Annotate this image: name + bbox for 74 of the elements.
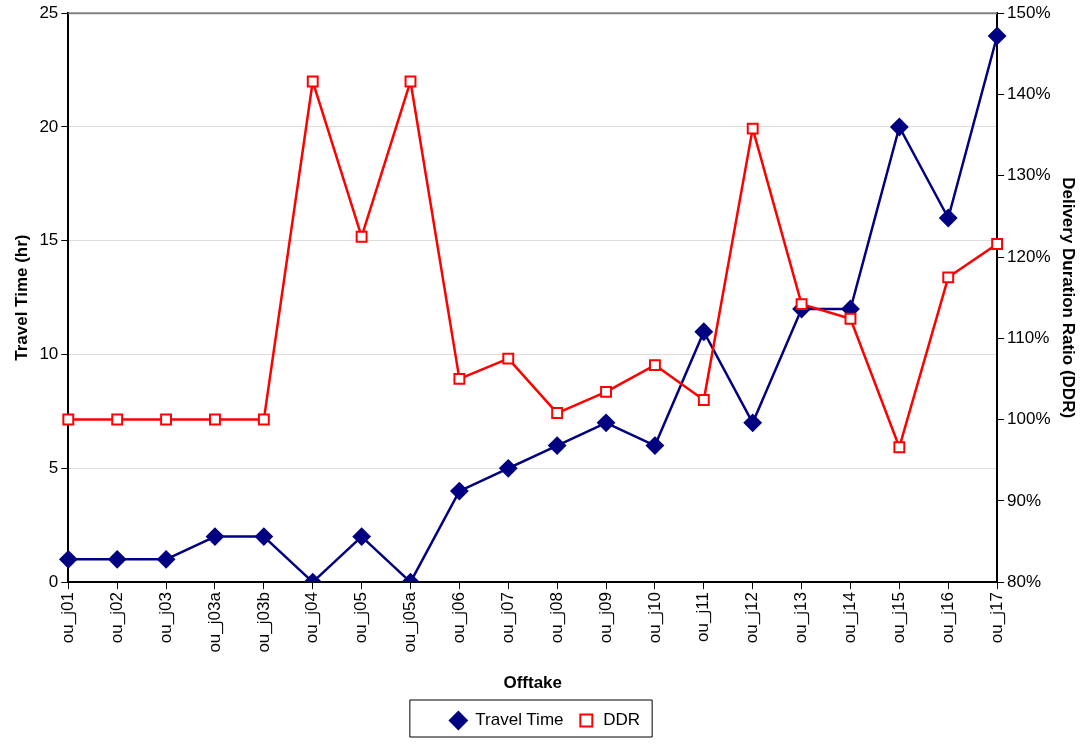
legend-label: Travel Time — [475, 710, 564, 730]
x-tick-label: ou_j12 — [742, 592, 762, 644]
point — [551, 407, 564, 419]
point — [697, 394, 710, 406]
x-tick-label: ou_j06 — [449, 592, 469, 644]
point — [645, 436, 664, 455]
point — [352, 527, 371, 546]
x-tick-label: ou_j09 — [595, 592, 615, 644]
point — [62, 413, 75, 426]
y2-tick-label: 80% — [1007, 571, 1042, 591]
point — [160, 413, 173, 426]
x-tick-label: ou_j05a — [400, 591, 420, 653]
y-tick-label: 15 — [39, 230, 59, 250]
point — [548, 436, 567, 455]
x-tick-label: ou_j03 — [155, 592, 175, 644]
y2-axis-title: Delivery Duration Ratio (DDR) — [1059, 177, 1079, 419]
point — [205, 527, 224, 546]
point — [111, 413, 124, 426]
x-tick-label: ou_j08 — [546, 592, 566, 644]
x-tick-label: ou_j15 — [889, 592, 909, 644]
point — [59, 550, 78, 569]
point — [306, 75, 319, 88]
point — [893, 441, 906, 454]
y2-tick-label: 130% — [1007, 165, 1051, 185]
y-tick-label: 20 — [39, 116, 59, 136]
y-tick-label: 0 — [48, 571, 59, 591]
point — [600, 385, 612, 398]
point — [157, 550, 176, 569]
legend-label: DDR — [603, 710, 641, 730]
x-tick-label: ou_j17 — [986, 592, 1006, 644]
y2-tick-label: 90% — [1007, 490, 1042, 510]
point — [108, 550, 127, 569]
point — [694, 322, 713, 341]
y2-tick-label: 110% — [1007, 327, 1050, 347]
x-tick-label: ou_j16 — [937, 592, 957, 644]
x-axis-title: Offtake — [503, 673, 562, 693]
point — [988, 26, 1007, 45]
x-tick-label: ou_j14 — [840, 592, 860, 644]
y-axis-title: Travel Time (hr) — [11, 234, 31, 361]
x-tick-label: ou_j11 — [693, 592, 713, 642]
point — [890, 117, 909, 136]
y-tick-label: 25 — [39, 2, 59, 22]
point — [209, 413, 221, 426]
x-tick-label: ou_j03b — [253, 592, 273, 653]
point — [450, 482, 469, 501]
y2-tick-label: 120% — [1007, 246, 1051, 266]
point — [257, 413, 270, 426]
point — [499, 459, 518, 478]
x-tick-label: ou_j01 — [58, 592, 77, 644]
y2-tick-label: 100% — [1007, 409, 1051, 429]
point — [502, 352, 515, 365]
x-tick-label: ou_j10 — [644, 592, 664, 644]
x-tick-label: ou_j07 — [497, 592, 517, 644]
point — [648, 359, 661, 372]
point — [453, 372, 466, 385]
x-tick-label: ou_j13 — [791, 592, 811, 644]
point — [942, 271, 955, 284]
y2-tick-label: 140% — [1007, 84, 1051, 104]
point — [597, 413, 616, 432]
point — [743, 413, 762, 432]
y-tick-label: 10 — [39, 344, 59, 364]
y-tick-label: 5 — [48, 458, 59, 477]
point — [254, 527, 273, 546]
point — [939, 209, 958, 227]
y2-tick-label: 150% — [1007, 2, 1051, 22]
point — [746, 122, 759, 135]
x-tick-label: ou_j04 — [302, 592, 322, 644]
point — [991, 238, 1004, 250]
x-tick-label: ou_j05 — [351, 592, 371, 644]
point — [795, 298, 808, 311]
x-tick-label: ou_j02 — [106, 592, 126, 644]
point — [355, 230, 368, 243]
x-tick-label: ou_j03a — [204, 591, 224, 653]
point — [844, 312, 857, 325]
